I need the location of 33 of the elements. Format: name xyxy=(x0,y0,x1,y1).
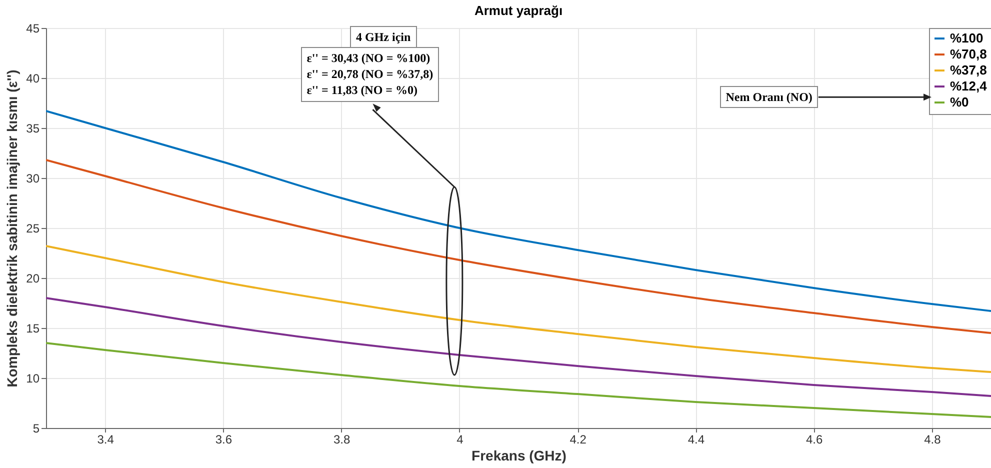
y-tick-label: 30 xyxy=(26,172,40,186)
x-tick-label: 3.6 xyxy=(215,432,232,446)
y-tick-label: 25 xyxy=(26,222,40,236)
x-tick-label: 3.8 xyxy=(333,432,350,446)
x-axis-title: Frekans (GHz) xyxy=(472,448,566,464)
x-tick-label: 4.8 xyxy=(924,432,942,446)
legend-label: %12,4 xyxy=(950,78,988,94)
legend-label: %37,8 xyxy=(950,62,987,78)
y-tick-label: 35 xyxy=(26,122,40,136)
x-tick-label: 4 xyxy=(456,432,464,446)
annotation: ε'' = 30,43 (NO = %100) ε'' = 20,78 (NO = %37,8) ε'' = 11,83 (NO = %0) xyxy=(300,47,440,102)
y-tick-label: 45 xyxy=(26,22,40,36)
legend-label: %100 xyxy=(950,30,984,46)
legend-label: %70,8 xyxy=(950,46,987,62)
line-series xyxy=(46,297,991,397)
annotation: Nem Oranı (NO) xyxy=(720,86,818,108)
x-tick-label: 4.2 xyxy=(570,432,587,446)
y-axis-title: Kompleks dielektrik sabitinin imajiner kısmı (ε'') xyxy=(4,70,20,388)
annotation: 4 GHz için xyxy=(350,26,417,48)
y-tick-label: 10 xyxy=(26,372,40,386)
y-tick-label: 20 xyxy=(26,272,40,286)
line-series xyxy=(46,110,991,312)
line-series xyxy=(46,245,991,373)
chart-title: Armut yaprağı xyxy=(474,3,563,18)
legend-label: %0 xyxy=(950,94,969,110)
x-tick-label: 4.4 xyxy=(688,432,705,446)
line-series xyxy=(46,159,991,334)
line-series xyxy=(46,342,991,418)
y-tick-label: 5 xyxy=(32,422,40,436)
y-tick-label: 15 xyxy=(26,322,40,336)
x-tick-label: 3.4 xyxy=(97,432,114,446)
y-tick-label: 40 xyxy=(26,72,40,86)
x-tick-label: 4.6 xyxy=(806,432,823,446)
